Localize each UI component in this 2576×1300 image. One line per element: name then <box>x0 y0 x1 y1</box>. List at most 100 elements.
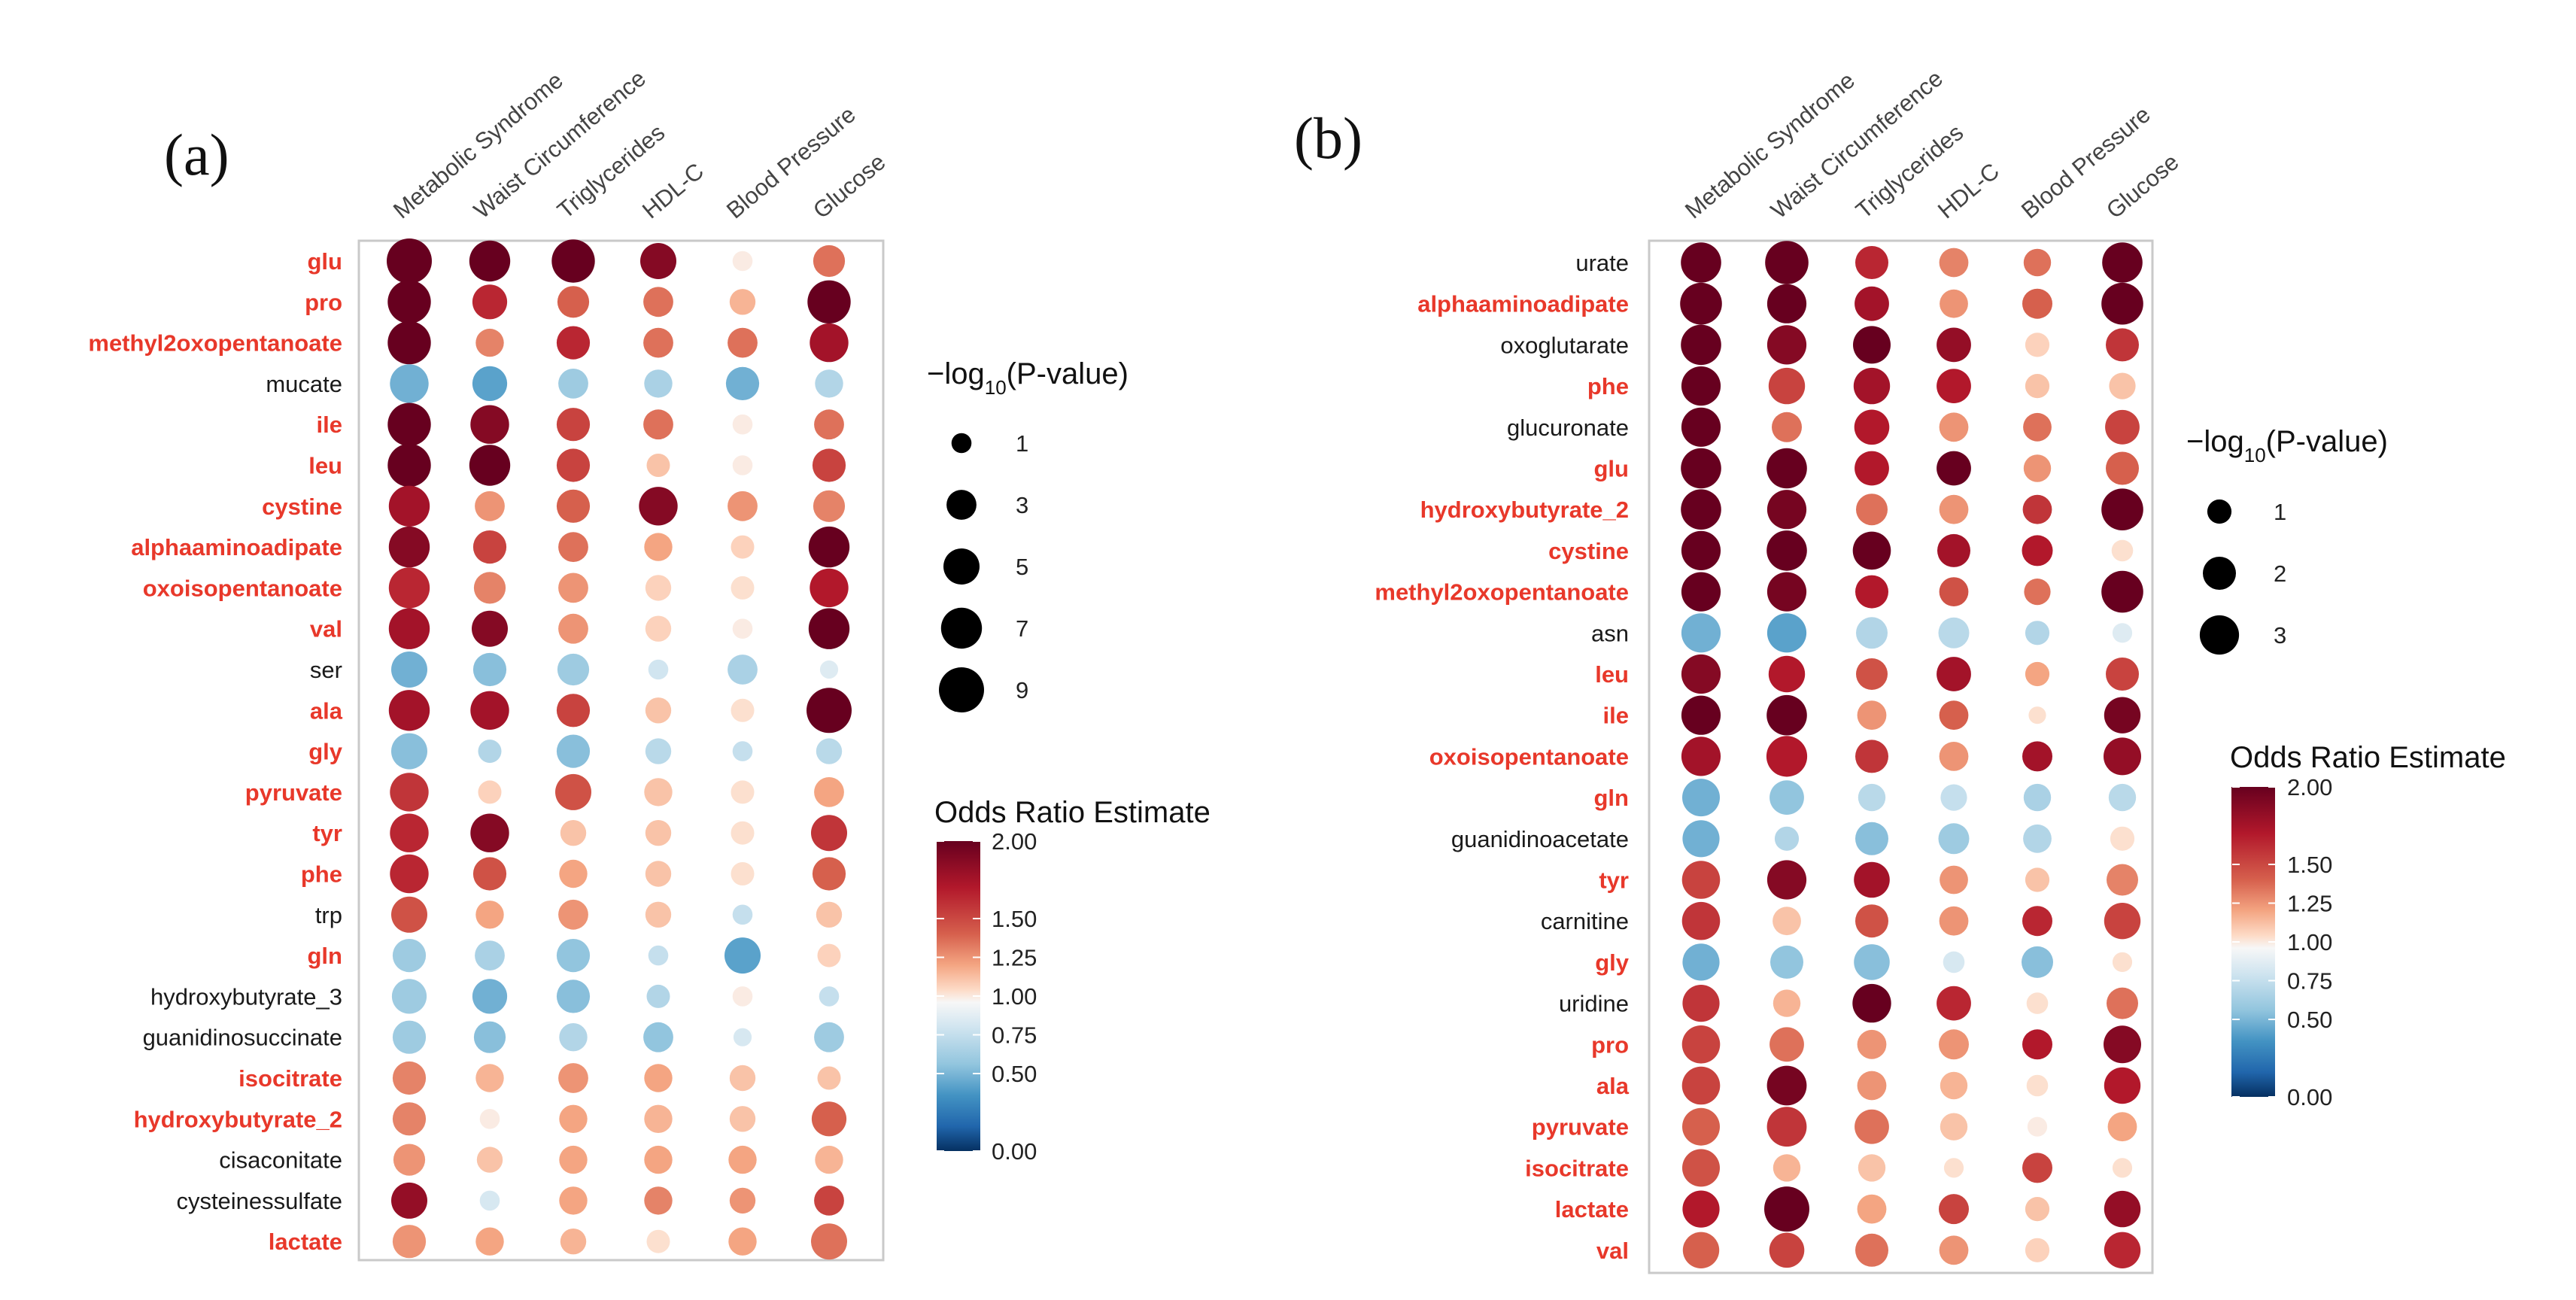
size-legend-label: 1 <box>2274 499 2286 525</box>
dot <box>1681 1025 1721 1064</box>
dot <box>643 1022 673 1052</box>
dot <box>644 1064 673 1092</box>
dot <box>2023 454 2052 482</box>
size-legend-dot <box>940 607 983 649</box>
size-legend-label: 1 <box>1016 430 1028 457</box>
row-label: oxoglutarate <box>1500 332 1629 358</box>
panel-a-label: (a) <box>164 122 229 187</box>
dot <box>1768 367 1806 405</box>
panel-b-row-labels: urate alphaaminoadipate oxoglutarate phe glu… <box>1375 250 1629 1264</box>
colorbar-tick-label: 0.50 <box>992 1061 1037 1087</box>
dot <box>2027 1116 2048 1137</box>
dot <box>1852 983 1891 1023</box>
dot <box>808 608 850 649</box>
dot <box>728 491 758 521</box>
row-label: phe <box>1587 373 1629 399</box>
dot <box>2104 1067 2141 1104</box>
row-label: asn <box>1591 620 1629 646</box>
dot <box>812 857 846 891</box>
dot <box>1854 861 1890 898</box>
dot <box>1857 1071 1887 1101</box>
dot <box>1939 248 1969 278</box>
dot <box>2111 539 2134 562</box>
dot <box>1766 490 1807 530</box>
dot <box>644 1104 673 1134</box>
row-label: leu <box>308 453 342 479</box>
row-label: lactate <box>269 1229 342 1255</box>
dot <box>1766 325 1807 365</box>
row-label: trp <box>315 902 342 928</box>
dot <box>478 740 502 764</box>
dot <box>644 533 673 561</box>
dot <box>648 659 669 680</box>
size-legend-label: 2 <box>2274 560 2286 587</box>
dot <box>1766 1065 1807 1106</box>
dot <box>729 289 756 315</box>
dot <box>2106 451 2139 485</box>
dot <box>813 490 846 522</box>
dot <box>2025 621 2050 645</box>
dot <box>1943 1158 1964 1178</box>
dot <box>814 409 844 440</box>
dot <box>2112 952 2133 972</box>
dot <box>1856 494 1888 526</box>
dot <box>1766 448 1807 489</box>
row-label: leu <box>1595 661 1629 688</box>
dot <box>1939 1029 1969 1060</box>
dot <box>390 364 429 403</box>
dot <box>1681 489 1721 530</box>
dot <box>558 573 588 603</box>
dot <box>2028 706 2046 724</box>
dot <box>819 986 840 1007</box>
colorbar-tick-label: 0.00 <box>2287 1084 2332 1110</box>
dot <box>2104 903 2141 940</box>
dot <box>390 813 429 852</box>
row-label: isocitrate <box>238 1065 342 1092</box>
dot <box>643 287 673 317</box>
row-label: carnitine <box>1541 908 1629 934</box>
dot <box>1766 1107 1807 1147</box>
dot <box>1937 327 1971 363</box>
dot <box>646 454 670 477</box>
column-label: HDL-C <box>1933 158 2004 224</box>
dot <box>559 859 588 888</box>
dot <box>645 901 672 928</box>
dot <box>644 1145 673 1174</box>
size-legend-dot <box>2203 557 2236 590</box>
dot <box>1855 740 1888 773</box>
panel-a-color-legend: Odds Ratio Estimate 2.00 1.50 1.25 1.00 0.75… <box>934 796 1211 1165</box>
dot <box>559 1186 588 1215</box>
colorbar-tick-label: 0.50 <box>2287 1007 2332 1033</box>
dot <box>645 575 672 601</box>
dot <box>646 984 670 1008</box>
dot <box>729 1065 756 1092</box>
row-label: glu <box>308 248 343 275</box>
dot <box>1681 242 1721 283</box>
colorbar-tick-label: 0.00 <box>992 1138 1037 1165</box>
dot <box>1937 451 1971 486</box>
dot <box>1682 779 1720 817</box>
dot <box>731 821 755 845</box>
dot <box>816 738 843 764</box>
dot <box>390 773 429 812</box>
row-label: guanidinosuccinate <box>143 1025 342 1051</box>
dot <box>731 535 755 559</box>
dot <box>475 491 505 521</box>
dot <box>472 284 508 320</box>
row-label: glucuronate <box>1507 415 1629 441</box>
dot <box>1855 246 1888 279</box>
dot <box>1855 286 1889 321</box>
dot <box>645 820 672 846</box>
dot <box>2023 783 2052 812</box>
dot <box>2104 1232 2141 1269</box>
dot <box>732 741 753 761</box>
dot <box>1681 695 1721 735</box>
dot <box>388 690 430 731</box>
dot <box>1682 985 1720 1022</box>
dot <box>1769 1232 1805 1268</box>
dot <box>1681 737 1721 776</box>
dot <box>391 733 427 770</box>
size-legend-title: −log10(P-value) <box>927 357 1129 399</box>
dot <box>1855 1109 1889 1144</box>
